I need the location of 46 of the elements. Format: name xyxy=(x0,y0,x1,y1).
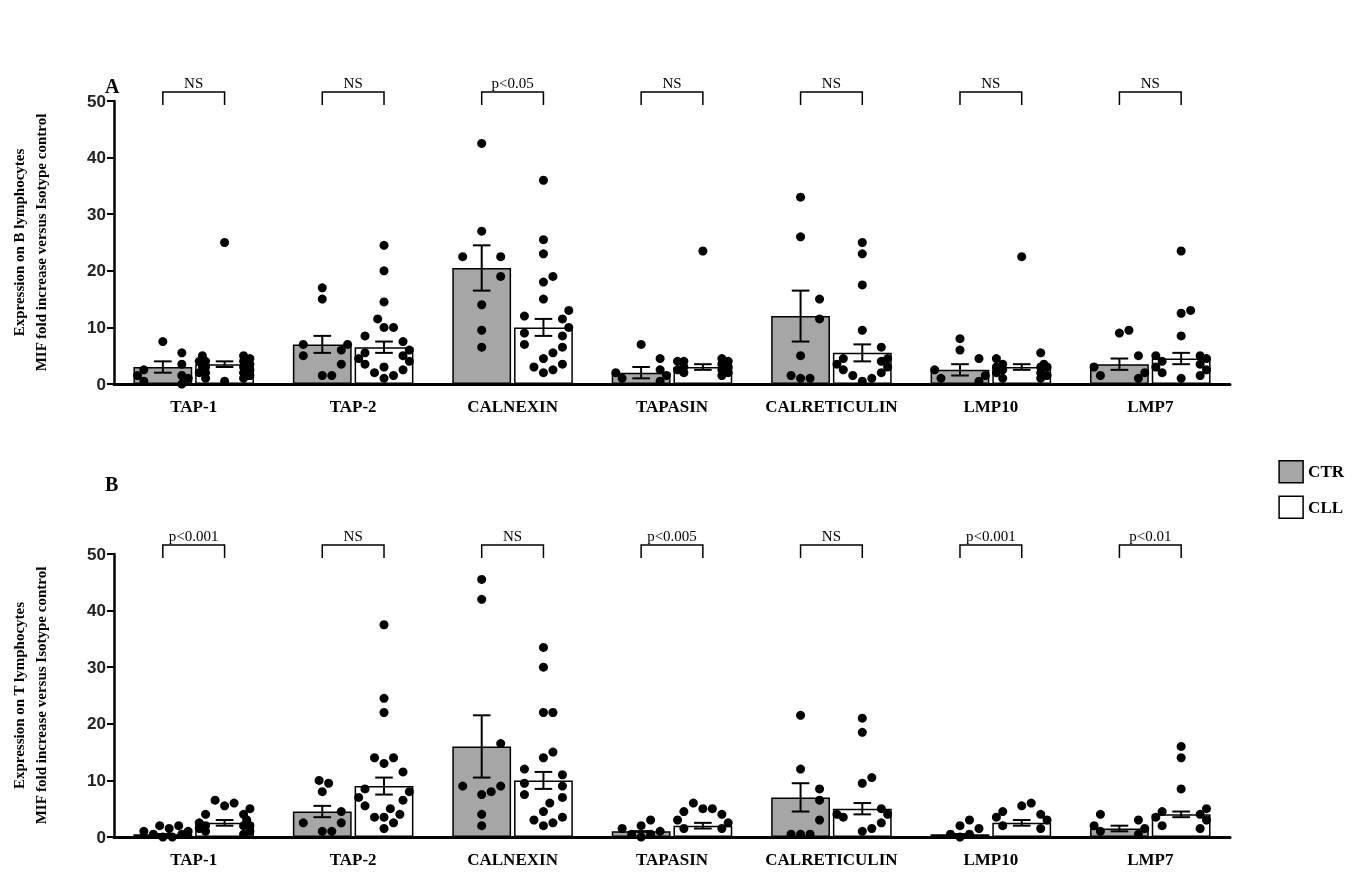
x-tick-label: TAPASIN xyxy=(635,850,709,869)
y-tick-label: 10 xyxy=(87,317,106,337)
y-axis-title: Expression on T lymphocytes MIF fold increase versus Isotype control xyxy=(11,566,49,825)
y-tick-label: 50 xyxy=(87,91,106,111)
text: NS xyxy=(662,74,682,91)
x-tick-label: CALRETICULIN xyxy=(765,397,899,416)
text: p<0.005 xyxy=(647,527,697,544)
y-tick-label: 20 xyxy=(87,714,106,734)
y-tick-label: 30 xyxy=(87,657,106,677)
y-tick-label: 30 xyxy=(87,204,106,224)
y-axis-title: Expression on B lymphocytes MIF fold increase versus Isotype control xyxy=(11,113,49,372)
x-tick-label: LMP10 xyxy=(963,850,1019,869)
text: NS xyxy=(184,74,204,91)
y-tick-label: 50 xyxy=(87,544,106,564)
chart-title: A xyxy=(105,75,120,97)
legend-label: CLL xyxy=(1308,497,1344,517)
x-tick-label: LMP7 xyxy=(1127,850,1174,869)
x-tick-label: TAP-1 xyxy=(170,397,218,416)
x-tick-label: TAP-1 xyxy=(170,850,218,869)
text: NS xyxy=(1140,74,1160,91)
y-tick-label: 0 xyxy=(96,827,106,847)
text: p<0.001 xyxy=(966,527,1016,544)
text: NS xyxy=(343,74,363,91)
y-tick-label: 40 xyxy=(87,148,106,168)
x-tick-label: TAPASIN xyxy=(635,397,709,416)
x-tick-label: CALNEXIN xyxy=(467,850,559,869)
x-tick-label: TAP-2 xyxy=(329,397,377,416)
y-tick-label: 10 xyxy=(87,770,106,790)
text: p<0.001 xyxy=(168,527,219,544)
x-tick-label: LMP7 xyxy=(1127,397,1174,416)
x-tick-label: CALRETICULIN xyxy=(765,850,899,869)
x-tick-label: CALNEXIN xyxy=(467,397,559,416)
y-tick-label: 40 xyxy=(87,601,106,621)
text: NS xyxy=(343,527,363,544)
chart-title: B xyxy=(105,473,119,495)
text: p<0.05 xyxy=(491,74,534,91)
y-tick-label: 20 xyxy=(87,261,106,281)
x-tick-label: LMP10 xyxy=(963,397,1019,416)
text: NS xyxy=(981,74,1001,91)
y-tick-label: 0 xyxy=(96,374,106,394)
text: NS xyxy=(821,74,842,91)
text: NS xyxy=(502,527,523,544)
text: p<0.01 xyxy=(1129,527,1172,544)
legend-label: CTR xyxy=(1308,462,1345,482)
text: NS xyxy=(821,527,842,544)
x-tick-label: TAP-2 xyxy=(329,850,377,869)
